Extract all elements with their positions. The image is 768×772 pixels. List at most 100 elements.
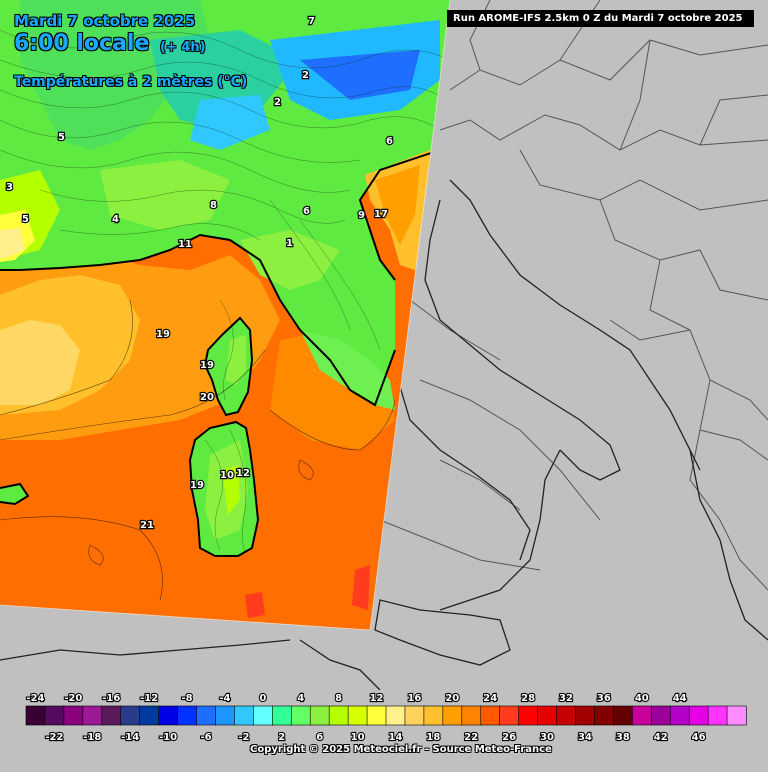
legend-tick-label: 42 (654, 732, 668, 743)
legend-tick-label: -22 (45, 732, 63, 743)
map-value-label: 2 (302, 70, 309, 81)
legend-swatch (44, 705, 65, 726)
legend-swatch (63, 705, 84, 726)
legend-tick-label: -20 (64, 693, 82, 704)
legend-tick-label: 28 (521, 693, 535, 704)
color-legend: -24 -20 -16 -12 -8 -4 0 4 8 12 16 20 24 28 32 36 40 44 -2… (25, 692, 747, 744)
legend-swatch (461, 705, 482, 726)
map-value-label: 1 (286, 238, 293, 249)
map-value-label: 11 (178, 239, 192, 250)
legend-tick-label: 26 (502, 732, 516, 743)
legend-swatch (632, 705, 652, 726)
legend-swatch (707, 705, 728, 726)
legend-tick-label: -16 (102, 693, 120, 704)
map-value-label: 9 (358, 210, 365, 221)
forecast-date: Mardi 7 octobre 2025 (14, 12, 196, 30)
legend-swatch (404, 705, 425, 726)
legend-tick-label: 24 (483, 693, 497, 704)
legend-swatch (309, 705, 330, 726)
legend-tick-label: 34 (578, 732, 592, 743)
legend-swatch (196, 705, 217, 726)
legend-swatch (82, 705, 103, 726)
model-field (0, 0, 450, 630)
legend-tick-label: -24 (26, 693, 44, 704)
legend-swatch (215, 705, 236, 726)
legend-swatch (726, 705, 747, 726)
legend-tick-label: 10 (351, 732, 365, 743)
legend-swatch (120, 705, 141, 726)
legend-swatch (253, 705, 273, 726)
map-value-label: 4 (112, 214, 119, 225)
legend-swatch (537, 705, 558, 726)
map-value-label: 5 (22, 214, 29, 225)
legend-tick-label: 16 (407, 693, 421, 704)
legend-tick-label: 6 (316, 732, 323, 743)
legend-swatch (139, 705, 160, 726)
legend-tick-label: 12 (370, 693, 384, 704)
legend-tick-label: -18 (83, 732, 101, 743)
legend-swatch (177, 705, 198, 726)
legend-tick-label: 36 (597, 693, 611, 704)
legend-swatch (234, 705, 254, 726)
map-value-label: 6 (386, 136, 393, 147)
legend-bottom-ticks: -22 -18 -14 -10 -6 -2 2 6 10 14 18 22 26 30 34 38 42 46 (44, 731, 706, 744)
legend-swatch (423, 705, 444, 726)
map-value-label: 3 (6, 182, 13, 193)
legend-tick-label: 32 (559, 693, 573, 704)
legend-tick-label: 44 (673, 693, 687, 704)
forecast-time: 6:00 locale (14, 31, 150, 56)
legend-swatch (480, 705, 501, 726)
model-domain-edge (0, 0, 451, 631)
legend-tick-label: -12 (140, 693, 158, 704)
variable-title: Températures à 2 mètres (°C) (14, 74, 248, 90)
legend-swatch (499, 705, 520, 726)
map-value-label: 6 (303, 206, 310, 217)
legend-tick-label: 40 (635, 693, 649, 704)
legend-swatch (556, 705, 577, 726)
legend-swatch (366, 705, 387, 726)
legend-tick-label: 30 (540, 732, 554, 743)
map-value-label: 19 (190, 480, 204, 491)
value-labels: 19 20 21 17 19 19 10 12 9 6 6 5 5 4 3 2 … (5, 15, 394, 532)
legend-swatch (650, 705, 671, 726)
map-value-label: 17 (374, 209, 388, 220)
map-value-label: 19 (200, 360, 214, 371)
legend-tick-label: 38 (616, 732, 630, 743)
map-value-label: 5 (58, 132, 65, 143)
legend-swatch (575, 705, 596, 726)
legend-swatch (688, 705, 709, 726)
country-borders (379, 0, 768, 591)
legend-swatch (25, 705, 46, 726)
legend-swatch (328, 705, 349, 726)
legend-swatch (101, 705, 122, 726)
legend-tick-label: -2 (238, 732, 249, 743)
legend-swatch (272, 705, 292, 726)
run-banner: Run AROME-IFS 2.5km 0 Z du Mardi 7 octob… (447, 10, 754, 27)
map-value-label: 20 (200, 392, 214, 403)
legend-tick-label: 4 (297, 693, 304, 704)
legend-swatch (613, 705, 633, 726)
legend-tick-label: -6 (200, 732, 211, 743)
legend-swatch (158, 705, 179, 726)
legend-swatches (25, 705, 747, 726)
legend-tick-label: 2 (278, 732, 285, 743)
legend-swatch (442, 705, 463, 726)
legend-tick-label: 0 (259, 693, 266, 704)
map-value-label: 2 (274, 97, 281, 108)
map-value-label: 10 (220, 470, 234, 481)
map-value-label: 7 (308, 16, 315, 27)
legend-swatch (594, 705, 614, 726)
forecast-lead: (+ 4h) (160, 40, 206, 55)
copyright-notice: Copyright © 2025 Meteociel.fr - Source M… (250, 744, 552, 755)
map-value-label: 21 (140, 520, 154, 531)
legend-tick-label: 8 (335, 693, 342, 704)
legend-swatch (290, 705, 311, 726)
legend-tick-label: -10 (159, 732, 177, 743)
legend-swatch (669, 705, 690, 726)
legend-tick-label: 46 (692, 732, 706, 743)
legend-tick-label: 20 (445, 693, 459, 704)
coastlines (0, 179, 768, 690)
legend-swatch (347, 705, 368, 726)
